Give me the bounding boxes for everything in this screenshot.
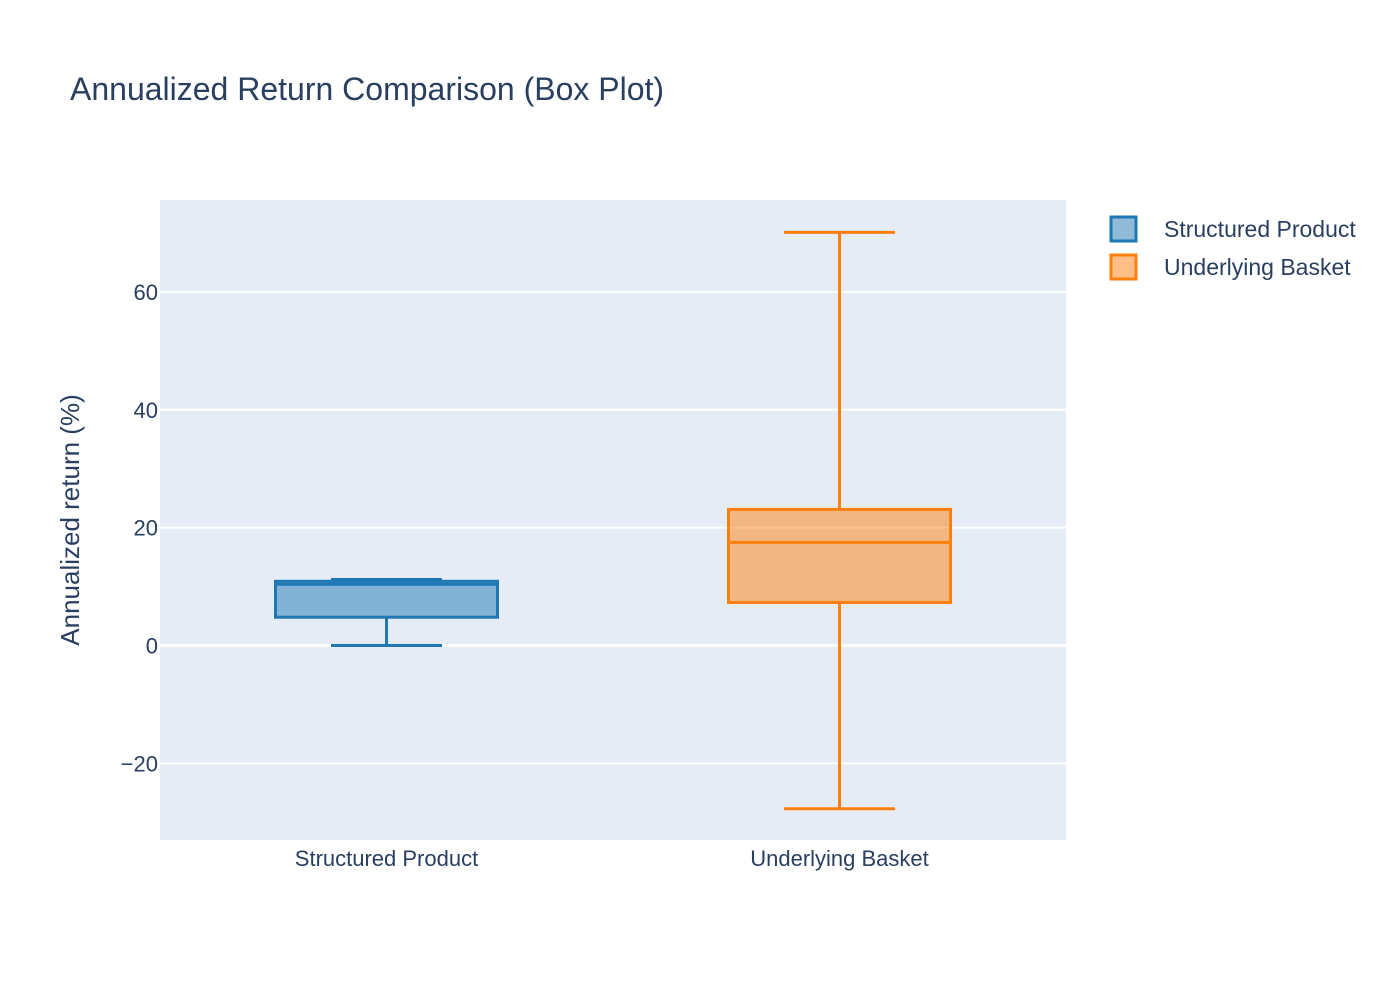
iqr-box — [727, 507, 952, 605]
legend-swatch — [1109, 215, 1138, 243]
boxes — [274, 230, 952, 811]
legend: Structured Product Underlying Basket — [1109, 215, 1356, 281]
legend-item: Underlying Basket — [1109, 253, 1351, 281]
y-axis-ticks: −20 0 20 40 60 — [121, 280, 158, 776]
legend-label: Structured Product — [1164, 216, 1356, 242]
y-axis-title: Annualized return (%) — [55, 394, 85, 645]
y-tick-label: 60 — [134, 280, 158, 305]
legend-item: Structured Product — [1109, 215, 1356, 243]
x-tick-label: Underlying Basket — [750, 846, 929, 871]
box-structured-product — [274, 578, 499, 648]
chart-title: Annualized Return Comparison (Box Plot) — [70, 71, 664, 107]
x-axis-ticks: Structured Product Underlying Basket — [295, 846, 929, 871]
iqr-box — [274, 579, 499, 619]
y-tick-label: 40 — [134, 398, 158, 423]
gridlines — [160, 290, 1066, 765]
x-tick-label: Structured Product — [295, 846, 478, 871]
y-tick-label: 0 — [146, 634, 158, 659]
legend-swatch — [1109, 253, 1138, 281]
y-tick-label: −20 — [121, 751, 158, 776]
box-underlying-basket — [727, 230, 952, 811]
legend-label: Underlying Basket — [1164, 254, 1351, 280]
y-tick-label: 20 — [134, 516, 158, 541]
